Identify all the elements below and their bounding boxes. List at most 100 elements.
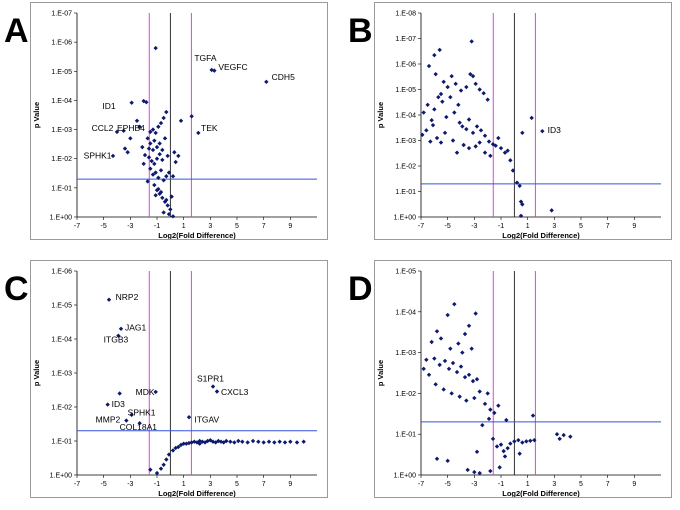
data-point xyxy=(421,366,426,372)
data-point xyxy=(472,469,477,475)
data-point xyxy=(454,369,460,375)
volcano-plot-b: 1.E-08 1.E-07 1.E-06 1.E-05 1.E-04 1.E-03 1.E-… xyxy=(376,11,661,239)
data-point xyxy=(442,358,448,364)
data-point xyxy=(137,124,142,129)
data-point xyxy=(472,395,477,401)
data-point xyxy=(477,389,482,394)
data-point xyxy=(501,448,506,454)
data-point xyxy=(428,139,433,144)
data-point xyxy=(445,312,450,318)
data-point xyxy=(125,150,130,155)
data-point xyxy=(432,356,437,361)
data-point xyxy=(424,357,429,362)
data-point xyxy=(554,432,560,437)
data-point xyxy=(152,182,157,188)
data-point xyxy=(277,439,282,444)
data-point xyxy=(148,129,153,135)
y-tick-label: 1.E-06 xyxy=(51,40,72,47)
x-tick-label: 5 xyxy=(235,223,239,230)
data-point xyxy=(148,166,153,171)
data-point xyxy=(561,432,566,438)
data-point xyxy=(437,47,442,53)
data-point xyxy=(518,213,524,219)
gene-label: ITGAV xyxy=(194,414,219,424)
data-point xyxy=(498,442,504,447)
data-point xyxy=(106,297,112,302)
data-point xyxy=(432,52,437,58)
data-point xyxy=(162,136,168,141)
x-tick-label: -3 xyxy=(471,223,477,230)
data-point xyxy=(505,148,510,153)
data-point xyxy=(146,155,152,160)
data-point xyxy=(441,387,446,392)
data-point xyxy=(434,135,440,141)
data-point xyxy=(445,458,450,464)
data-point xyxy=(214,389,220,394)
y-axis-label: p Value xyxy=(376,102,385,128)
data-point xyxy=(228,439,233,444)
data-point xyxy=(172,150,177,155)
panel-d: D 1.E-05 1.E-04 1.E-03 1.E-02 1.E-01 1.E+00 -7… xyxy=(344,258,672,499)
y-tick-label: 1.E-05 xyxy=(51,69,72,76)
data-point xyxy=(266,439,272,444)
data-point xyxy=(164,174,169,179)
y-tick-label: 1.E-07 xyxy=(51,11,72,18)
data-point xyxy=(272,440,277,445)
data-point xyxy=(520,440,525,445)
y-tick-label: 1.E+00 xyxy=(394,215,416,222)
data-point xyxy=(568,434,573,439)
data-point xyxy=(224,438,229,444)
data-point xyxy=(477,140,482,145)
data-point xyxy=(129,412,134,418)
data-point xyxy=(438,336,444,341)
x-tick-label: 3 xyxy=(208,481,212,488)
data-point xyxy=(164,197,169,203)
data-point xyxy=(466,117,472,122)
x-tick-label: -3 xyxy=(127,481,133,488)
data-point xyxy=(441,79,446,85)
data-point xyxy=(153,170,158,175)
data-point xyxy=(212,68,217,73)
data-point xyxy=(464,126,469,132)
x-tick-label: 1 xyxy=(182,481,186,488)
data-point xyxy=(460,124,465,129)
data-point xyxy=(186,415,192,420)
data-point xyxy=(169,194,174,199)
y-tick-label: 1.E-02 xyxy=(51,156,72,163)
data-point xyxy=(116,333,121,338)
x-axis-label: Log2(Fold Difference) xyxy=(158,231,236,239)
data-point xyxy=(165,203,170,208)
data-point xyxy=(480,422,485,428)
data-point xyxy=(152,161,157,167)
data-point xyxy=(450,360,456,366)
data-point xyxy=(420,132,425,138)
data-point xyxy=(493,143,498,148)
y-tick-label: 1.E-06 xyxy=(395,62,416,69)
x-tick-label: -7 xyxy=(74,481,80,488)
data-point xyxy=(486,139,492,144)
data-point xyxy=(436,94,441,100)
x-tick-label: 7 xyxy=(606,481,610,488)
data-point xyxy=(148,467,153,472)
x-tick-label: -1 xyxy=(498,223,504,230)
x-tick-label: -1 xyxy=(154,223,160,230)
data-point xyxy=(462,331,468,337)
y-tick-label: 1.E-04 xyxy=(395,309,416,316)
data-point xyxy=(437,362,442,368)
data-point xyxy=(168,207,173,212)
data-point xyxy=(445,84,450,90)
data-point xyxy=(442,130,448,136)
x-tick-label: 7 xyxy=(262,481,266,488)
data-point xyxy=(164,457,169,462)
data-point xyxy=(434,329,440,334)
x-tick-label: -7 xyxy=(74,223,80,230)
plot-frame: 1.E-05 1.E-04 1.E-03 1.E-02 1.E-01 1.E+00 -7 -5… xyxy=(374,260,672,498)
y-tick-label: 1.E-05 xyxy=(51,303,72,310)
y-tick-label: 1.E-06 xyxy=(51,269,72,276)
y-tick-label: 1.E-04 xyxy=(51,98,72,105)
y-tick-label: 1.E-01 xyxy=(51,439,72,446)
y-tick-label: 1.E+00 xyxy=(50,473,72,480)
data-point xyxy=(452,110,457,115)
data-point xyxy=(170,174,176,179)
data-point xyxy=(160,147,165,153)
